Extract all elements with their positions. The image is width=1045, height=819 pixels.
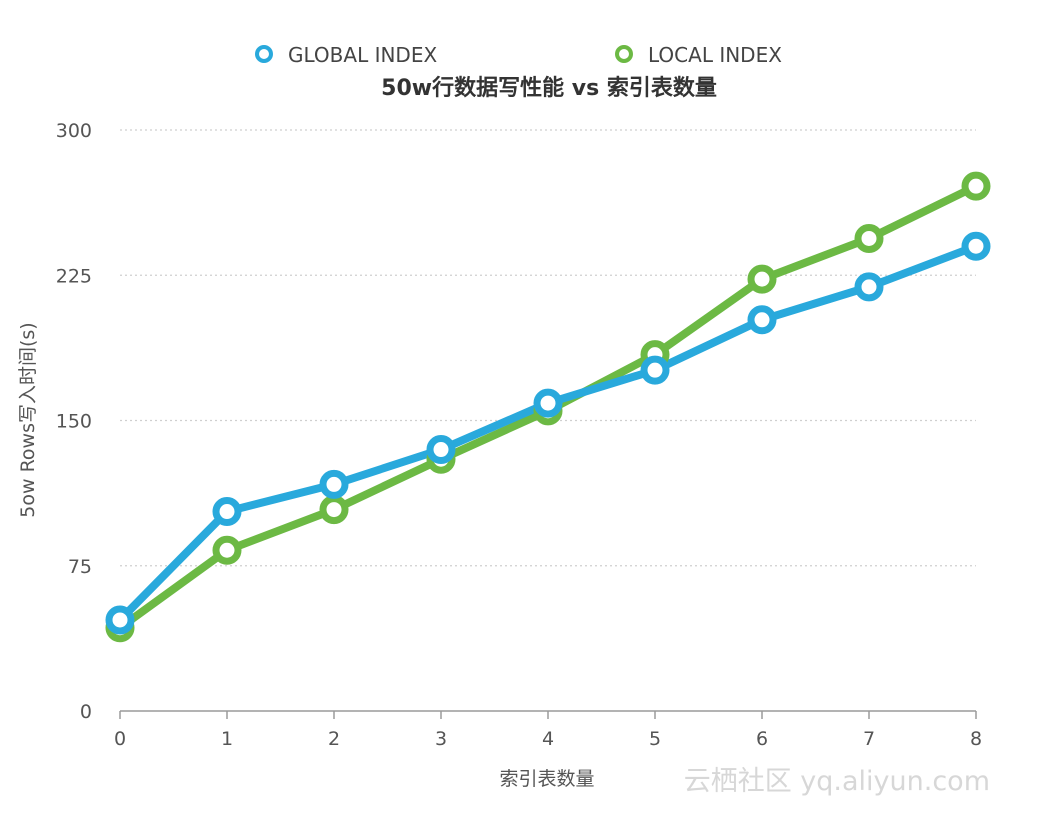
legend-label-local-index: LOCAL INDEX [648,43,782,67]
data-point-global-index [105,605,135,635]
x-axis-title: 索引表数量 [499,768,594,790]
x-tick-label: 7 [863,728,875,750]
x-tick-label: 8 [970,728,982,750]
data-point-global-index [961,231,991,261]
series-line-global-index [116,242,980,624]
data-point-global-index [212,497,242,527]
data-points [105,171,991,643]
data-point-global-index [854,272,884,302]
data-point-local-index [961,171,991,201]
x-tick-label: 0 [114,728,126,750]
data-point-local-index [319,495,349,525]
y-tick-label: 75 [68,556,92,578]
data-point-local-index [212,535,242,565]
watermark-text: 云栖社区 yq.aliyun.com [684,766,990,797]
data-point-global-index [426,435,456,465]
data-point-global-index [533,388,563,418]
data-point-local-index [747,264,777,294]
y-tick-label: 0 [80,701,92,723]
y-tick-label: 150 [56,411,92,433]
y-tick-label: 300 [56,120,92,142]
x-tick-label: 4 [542,728,554,750]
x-tick-label: 1 [221,728,233,750]
data-point-global-index [319,469,349,499]
grid-lines [120,129,976,567]
chart-title: 50w行数据写性能 vs 索引表数量 [381,75,717,101]
data-point-local-index [854,223,884,253]
x-tick-label: 6 [756,728,768,750]
y-axis-title: 5ow Rows写入时间(s) [17,322,39,517]
legend-marker-global-index [255,45,273,63]
legend: GLOBAL INDEX LOCAL INDEX [255,43,782,67]
legend-marker-local-index [615,45,633,63]
legend-label-global-index: GLOBAL INDEX [288,43,437,67]
y-tick-label: 225 [56,265,92,287]
data-point-global-index [640,355,670,385]
axes: 0 75 150 225 300 0 1 2 3 4 5 6 7 8 [56,120,982,750]
x-tick-label: 3 [435,728,447,750]
x-tick-label: 2 [328,728,340,750]
x-tick-label: 5 [649,728,661,750]
data-point-global-index [747,305,777,335]
